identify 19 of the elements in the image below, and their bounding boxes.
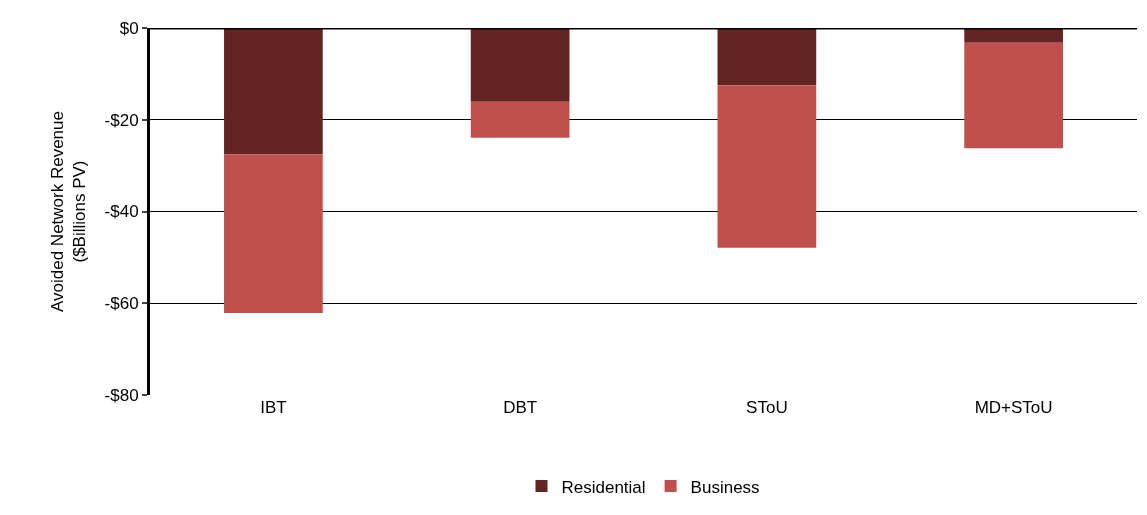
x-tick-label: DBT	[503, 398, 538, 417]
y-tick-label: -$60	[104, 294, 139, 314]
bar	[470, 28, 570, 102]
bar	[224, 28, 323, 155]
y-tick-label: -$40	[104, 202, 139, 222]
bar	[224, 154, 323, 313]
x-tick-label: SToU	[746, 398, 788, 417]
y-tick-label: -$20	[104, 110, 139, 130]
bar	[717, 28, 817, 86]
y-axis-title: Avoided Network Revenue ($Billions PV)	[48, 111, 90, 312]
legend-label: Business	[690, 477, 760, 497]
y-tick-label: $0	[119, 18, 139, 38]
bar	[964, 42, 1063, 149]
legend-label: Residential	[561, 477, 646, 497]
bar	[717, 85, 817, 248]
y-tick-label: -$80	[104, 385, 139, 405]
x-tick-label: IBT	[260, 398, 287, 417]
bar	[470, 101, 570, 138]
x-tick-label: MD+SToU	[974, 398, 1053, 417]
